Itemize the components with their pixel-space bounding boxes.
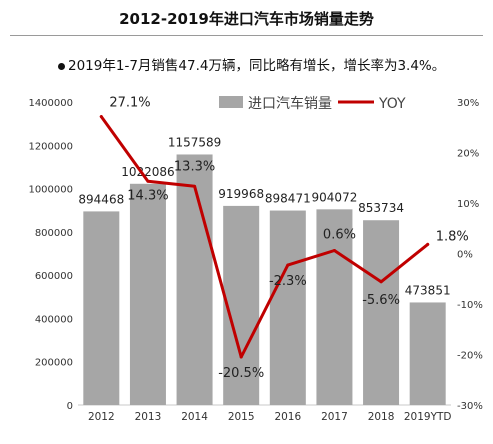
yoy-value-label: 1.8% bbox=[436, 229, 469, 244]
x-tick-label: 2017 bbox=[321, 411, 348, 423]
bar-2014 bbox=[176, 154, 213, 405]
y-right-tick-label: 0% bbox=[457, 250, 473, 261]
yoy-value-label: 13.3% bbox=[174, 159, 215, 174]
subtitle-text: 2019年1-7月销售47.4万辆，同比略有增长，增长率为3.4%。 bbox=[68, 58, 446, 74]
bar-value-label: 853734 bbox=[358, 201, 404, 215]
y-right-tick-label: 10% bbox=[457, 199, 479, 210]
y-left-tick-label: 400000 bbox=[35, 314, 73, 325]
x-tick-label: 2018 bbox=[368, 411, 395, 423]
x-tick-label: 2014 bbox=[181, 411, 208, 423]
bar-2018 bbox=[363, 220, 400, 405]
yoy-point bbox=[239, 355, 243, 359]
title-divider bbox=[10, 35, 483, 36]
yoy-point bbox=[99, 115, 103, 119]
y-right-tick-label: 30% bbox=[457, 98, 479, 109]
y-left-tick-label: 0 bbox=[67, 401, 73, 412]
bar-value-label: 473851 bbox=[405, 283, 451, 297]
y-right-tick-label: -30% bbox=[457, 401, 483, 412]
x-tick-label: 2016 bbox=[274, 411, 301, 423]
y-left-tick-label: 1400000 bbox=[28, 98, 73, 109]
legend-bar-swatch bbox=[219, 96, 243, 108]
yoy-point bbox=[146, 179, 150, 183]
y-left-tick-label: 1200000 bbox=[28, 141, 73, 152]
bar-value-label: 919968 bbox=[218, 187, 264, 201]
y-left-tick-label: 600000 bbox=[35, 271, 73, 282]
x-tick-label: 2013 bbox=[135, 411, 162, 423]
page-title: 2012-2019年进口汽车市场销量走势 bbox=[119, 10, 374, 28]
legend-bar-label: 进口汽车销量 bbox=[248, 95, 332, 112]
yoy-point bbox=[426, 242, 430, 246]
bar-2017 bbox=[316, 209, 353, 405]
x-tick-label: 2012 bbox=[88, 411, 115, 423]
subtitle: 2019年1-7月销售47.4万辆，同比略有增长，增长率为3.4%。 bbox=[58, 54, 445, 74]
yoy-point bbox=[193, 184, 197, 188]
bar-2019YTD bbox=[409, 302, 446, 405]
bar-value-label: 1022086 bbox=[121, 165, 174, 179]
yoy-value-label: -5.6% bbox=[362, 293, 400, 308]
yoy-value-label: 27.1% bbox=[109, 96, 150, 111]
y-right-tick-label: 20% bbox=[457, 149, 479, 160]
yoy-value-label: 0.6% bbox=[323, 227, 356, 242]
yoy-point bbox=[332, 248, 336, 252]
bar-2016 bbox=[269, 210, 306, 405]
x-tick-label: 2015 bbox=[228, 411, 255, 423]
bar-2012 bbox=[83, 211, 120, 405]
yoy-line bbox=[99, 115, 430, 359]
yoy-point bbox=[286, 263, 290, 267]
yoy-point bbox=[379, 280, 383, 284]
bullet-dot-icon bbox=[58, 62, 65, 70]
yoy-value-label: -20.5% bbox=[218, 366, 264, 381]
bar-value-label: 898471 bbox=[265, 192, 311, 206]
y-left-tick-label: 200000 bbox=[35, 358, 73, 369]
yoy-value-label: 14.3% bbox=[127, 188, 168, 203]
x-tick-label: 2019YTD bbox=[404, 411, 452, 423]
y-right-tick-label: -10% bbox=[457, 300, 483, 311]
bar-2015 bbox=[223, 205, 260, 405]
legend-line-label: YOY bbox=[378, 96, 406, 112]
y-left-tick-label: 800000 bbox=[35, 228, 73, 239]
bar-value-label: 904072 bbox=[312, 190, 358, 204]
bar-value-label: 1157589 bbox=[168, 135, 221, 149]
y-right-tick-label: -20% bbox=[457, 351, 483, 362]
y-left-tick-label: 1000000 bbox=[28, 185, 73, 196]
bar-2013 bbox=[129, 183, 166, 405]
yoy-value-label: -2.3% bbox=[269, 274, 307, 289]
bar-value-label: 894468 bbox=[78, 192, 124, 206]
